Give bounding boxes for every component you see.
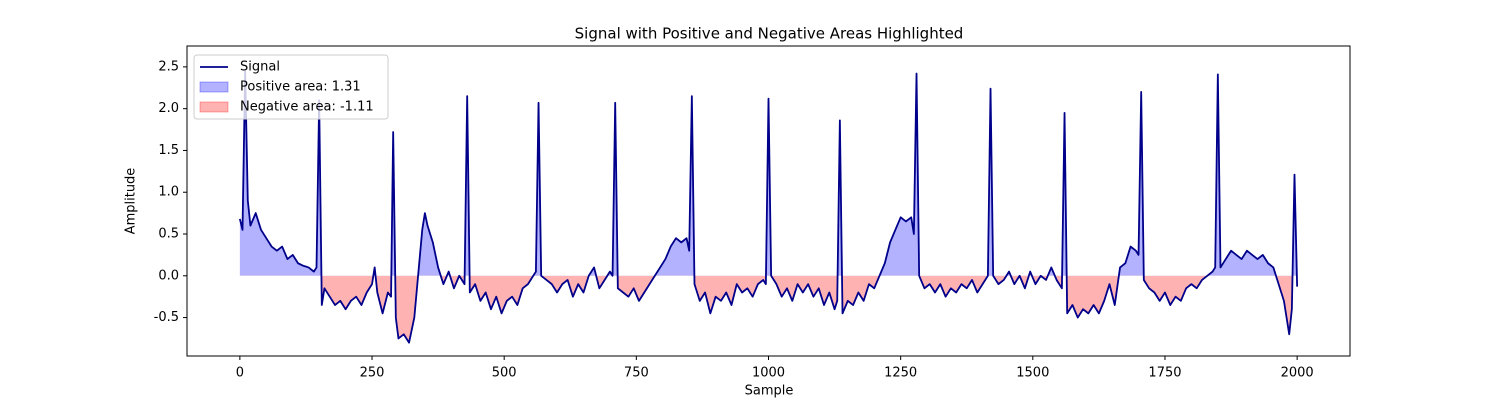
legend: Signal Positive area: 1.31 Negative area: … — [193, 54, 389, 120]
legend-label: Signal — [240, 60, 280, 75]
x-tick-label: 750 — [624, 366, 649, 381]
legend-label: Negative area: -1.11 — [240, 100, 374, 115]
x-tick-label: 1750 — [1148, 366, 1181, 381]
chart-title: Signal with Positive and Negative Areas … — [575, 25, 964, 43]
legend-patch — [199, 81, 229, 93]
y-tick-label: 0.0 — [158, 268, 179, 283]
x-tick-label: 0 — [236, 366, 244, 381]
x-axis-label: Sample — [745, 384, 794, 399]
x-tick-label: 500 — [492, 366, 517, 381]
x-tick-label: 2000 — [1281, 366, 1314, 381]
y-tick-label: 2.0 — [158, 101, 179, 116]
x-tick-label: 250 — [360, 366, 385, 381]
area-fill — [239, 71, 1298, 276]
y-tick-label: 2.5 — [158, 59, 179, 74]
legend-patch — [199, 101, 229, 113]
y-tick-label: 0.5 — [158, 227, 179, 242]
y-axis-label: Amplitude — [124, 168, 139, 235]
signal-line — [238, 70, 1299, 344]
x-tick-label: 1500 — [1016, 366, 1049, 381]
y-tick-label: 1.0 — [158, 185, 179, 200]
x-tick-label: 1250 — [884, 366, 917, 381]
y-tick-label: -0.5 — [154, 310, 179, 325]
legend-box — [193, 54, 389, 120]
y-tick-label: 1.5 — [158, 143, 179, 158]
legend-label: Positive area: 1.31 — [240, 80, 361, 95]
x-tick-label: 1000 — [752, 366, 785, 381]
